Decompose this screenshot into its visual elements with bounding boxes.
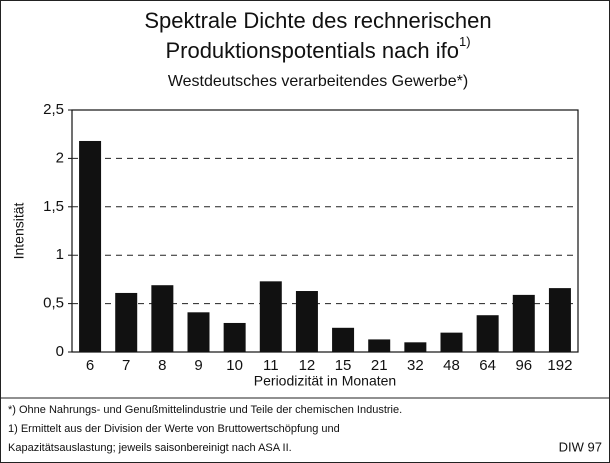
x-tick-label: 6 — [86, 357, 94, 374]
chart-title: Spektrale Dichte des rechnerischen — [144, 8, 491, 33]
x-tick-label: 7 — [122, 357, 130, 374]
footnote: *) Ohne Nahrungs- und Genußmittelindustr… — [8, 404, 402, 416]
bar — [79, 140, 102, 352]
footnote: Kapazitätsauslastung; jeweils saisonbere… — [8, 442, 292, 454]
title-note: 1) — [459, 34, 471, 49]
bar — [151, 285, 174, 352]
y-axis-label: Intensität — [11, 202, 27, 259]
y-tick-label: 1,5 — [43, 198, 64, 215]
bar — [223, 322, 246, 352]
x-tick-label: 15 — [335, 357, 352, 374]
chart-title: Produktionspotentials nach ifo — [165, 38, 459, 63]
bar — [115, 292, 138, 352]
bar — [259, 281, 282, 352]
bar — [440, 332, 463, 352]
x-tick-label: 10 — [226, 357, 243, 374]
bar — [476, 315, 499, 352]
plot-area — [71, 109, 579, 353]
x-axis-label: Periodizität in Monaten — [254, 373, 396, 389]
x-tick-label: 8 — [158, 357, 166, 374]
x-tick-label: 21 — [371, 357, 388, 374]
bar — [332, 327, 355, 352]
source: DIW 97 — [559, 439, 602, 454]
x-tick-label: 9 — [194, 357, 202, 374]
chart-subtitle: Westdeutsches verarbeitendes Gewerbe*) — [168, 73, 468, 90]
x-tick-label: 192 — [547, 357, 572, 374]
y-tick-label: 2,5 — [43, 101, 64, 118]
bar — [187, 312, 210, 352]
x-tick-label: 96 — [515, 357, 532, 374]
chart-title: Produktionspotentials nach ifo1) — [165, 34, 470, 62]
x-tick-label: 48 — [443, 357, 460, 374]
footnote: 1) Ermittelt aus der Division der Werte … — [8, 423, 340, 435]
bar — [295, 291, 318, 352]
y-tick-label: 0,5 — [43, 295, 64, 312]
x-tick-label: 12 — [299, 357, 316, 374]
y-tick-label: 2 — [56, 149, 64, 166]
x-tick-label: 11 — [263, 357, 279, 374]
y-tick-label: 0 — [56, 343, 64, 360]
bar — [368, 339, 391, 352]
bar — [404, 342, 427, 352]
y-tick-label: 1 — [56, 246, 64, 263]
bar — [512, 294, 535, 352]
x-tick-label: 32 — [407, 357, 424, 374]
x-tick-label: 64 — [479, 357, 496, 374]
bar — [548, 288, 571, 352]
